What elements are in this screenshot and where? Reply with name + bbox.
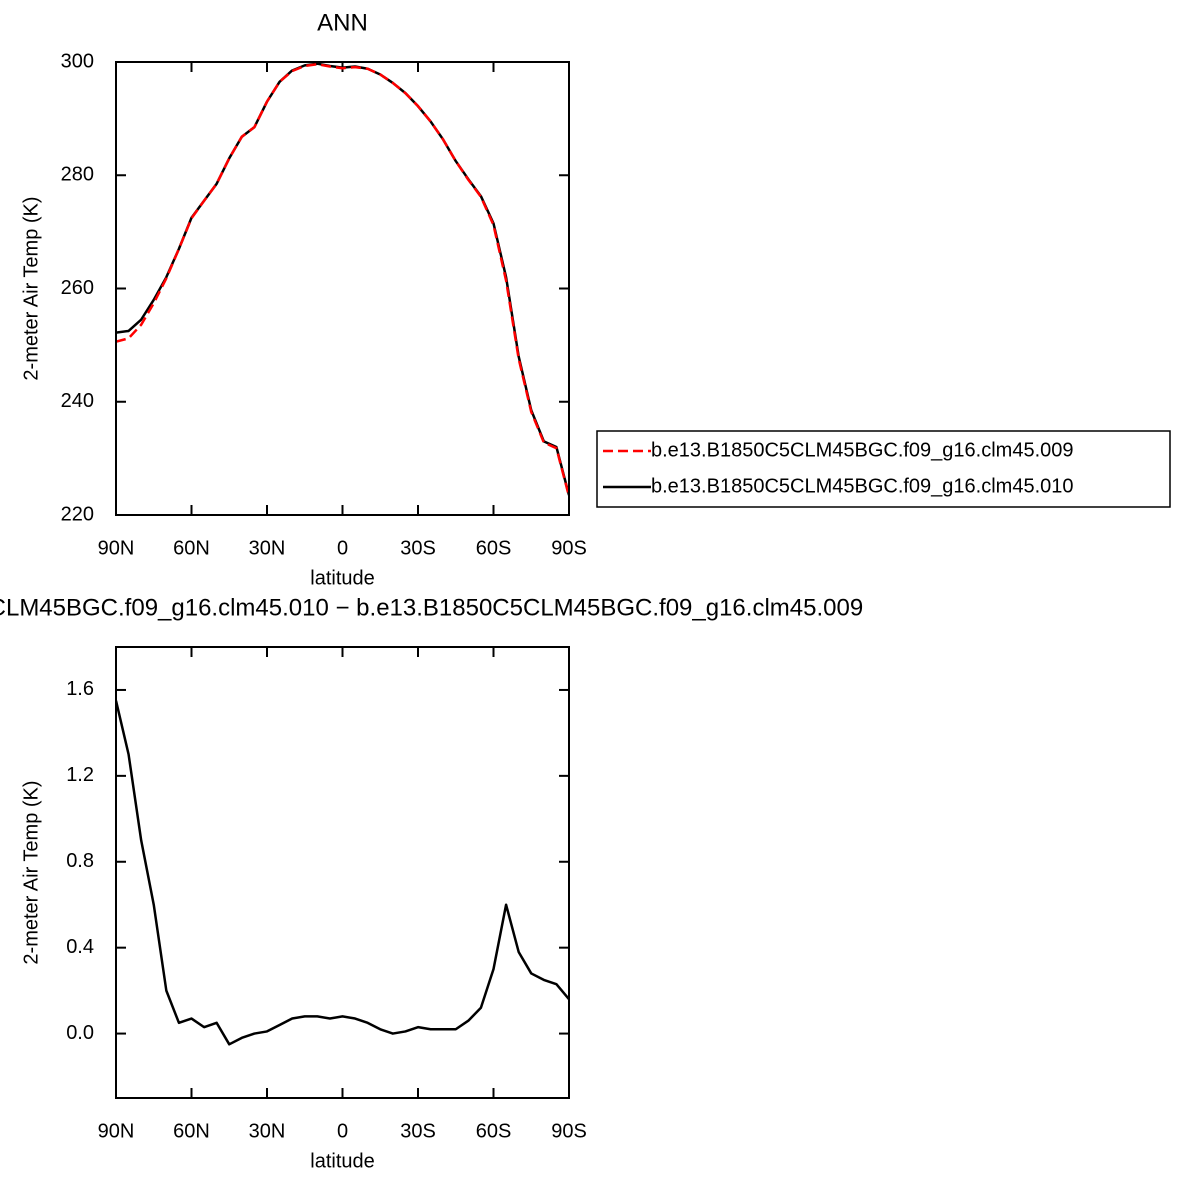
legend-label: b.e13.B1850C5CLM45BGC.f09_g16.clm45.009 xyxy=(651,439,1074,461)
x-tick-label: 30S xyxy=(400,537,436,559)
x-tick-label: 30S xyxy=(400,1120,436,1142)
x-tick-label: 90S xyxy=(551,1120,587,1142)
x-tick-label: 30N xyxy=(249,1120,286,1142)
x-tick-label: 90N xyxy=(98,1120,135,1142)
series-line xyxy=(116,62,569,496)
x-tick-label: 30N xyxy=(249,537,286,559)
x-tick-label: 0 xyxy=(337,1120,348,1142)
series-line xyxy=(116,700,569,1046)
chart-title: ANN xyxy=(317,9,368,36)
y-tick-label: 1.2 xyxy=(66,764,94,786)
y-tick-label: 1.6 xyxy=(66,678,94,700)
x-tick-label: 60S xyxy=(476,537,512,559)
x-axis-label: latitude xyxy=(310,567,375,589)
series-line xyxy=(116,63,569,497)
chart-title: b.e13.B1850C5CLM45BGC.f09_g16.clm45.010 … xyxy=(0,594,863,621)
x-tick-label: 60S xyxy=(476,1120,512,1142)
y-tick-label: 0.8 xyxy=(66,850,94,872)
x-tick-label: 90N xyxy=(98,537,135,559)
x-tick-label: 90S xyxy=(551,537,587,559)
legend-box xyxy=(596,430,1171,508)
y-axis-label: 2-meter Air Temp (K) xyxy=(20,780,42,964)
legend-label: b.e13.B1850C5CLM45BGC.f09_g16.clm45.010 xyxy=(651,475,1074,497)
y-tick-label: 220 xyxy=(61,503,94,525)
y-tick-label: 280 xyxy=(61,164,94,186)
x-tick-label: 60N xyxy=(173,537,210,559)
x-axis-label: latitude xyxy=(310,1150,375,1172)
y-axis-label: 2-meter Air Temp (K) xyxy=(20,196,42,380)
plot-frame xyxy=(115,61,570,516)
y-tick-label: 0.4 xyxy=(66,936,94,958)
y-tick-label: 300 xyxy=(61,50,94,72)
y-tick-label: 0.0 xyxy=(66,1022,94,1044)
y-tick-label: 240 xyxy=(61,390,94,412)
plot-frame xyxy=(115,646,570,1099)
x-tick-label: 0 xyxy=(337,537,348,559)
y-tick-label: 260 xyxy=(61,277,94,299)
x-tick-label: 60N xyxy=(173,1120,210,1142)
